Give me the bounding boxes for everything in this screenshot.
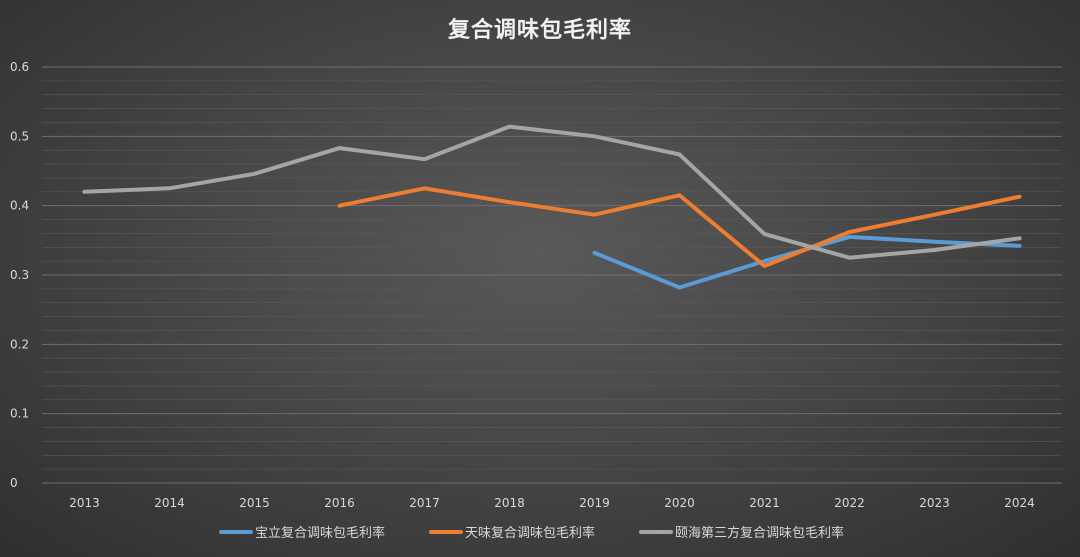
y-tick-label: 0 xyxy=(10,476,18,490)
gridlines xyxy=(42,66,1062,484)
y-tick-label: 0.2 xyxy=(10,337,29,351)
x-tick-label: 2021 xyxy=(749,496,780,510)
x-tick-label: 2020 xyxy=(664,496,695,510)
series-lines xyxy=(82,124,1022,290)
x-tick-label: 2017 xyxy=(409,496,440,510)
x-tick-label: 2023 xyxy=(919,496,950,510)
x-tick-label: 2015 xyxy=(239,496,270,510)
legend-label-2: 天味复合调味包毛利率 xyxy=(465,525,595,541)
x-tick-label: 2022 xyxy=(834,496,865,510)
y-tick-label: 0.6 xyxy=(10,60,29,74)
legend-label-3: 颐海第三方复合调味包毛利率 xyxy=(675,525,844,541)
x-tick-label: 2019 xyxy=(579,496,610,510)
x-tick-label: 2016 xyxy=(324,496,355,510)
y-tick-label: 0.1 xyxy=(10,407,29,421)
legend-label-1: 宝立复合调味包毛利率 xyxy=(255,525,385,541)
x-tick-label: 2024 xyxy=(1004,496,1035,510)
x-axis-ticks: 2013 2014 2015 2016 2017 2018 2019 2020 2021 2022… xyxy=(69,496,1035,510)
chart-title: 复合调味包毛利率 xyxy=(447,17,632,43)
x-tick-label: 2013 xyxy=(69,496,100,510)
y-tick-label: 0.3 xyxy=(10,268,29,282)
y-tick-label: 0.4 xyxy=(10,199,29,213)
x-tick-label: 2018 xyxy=(494,496,525,510)
y-tick-label: 0.5 xyxy=(10,129,29,143)
legend: 宝立复合调味包毛利率 天味复合调味包毛利率 颐海第三方复合调味包毛利率 xyxy=(219,525,844,541)
series-line-3 xyxy=(82,124,1022,260)
y-axis-ticks: 0 0.1 0.2 0.3 0.4 0.5 0.6 xyxy=(10,60,29,490)
x-tick-label: 2014 xyxy=(154,496,185,510)
series-line-2 xyxy=(337,186,1022,268)
